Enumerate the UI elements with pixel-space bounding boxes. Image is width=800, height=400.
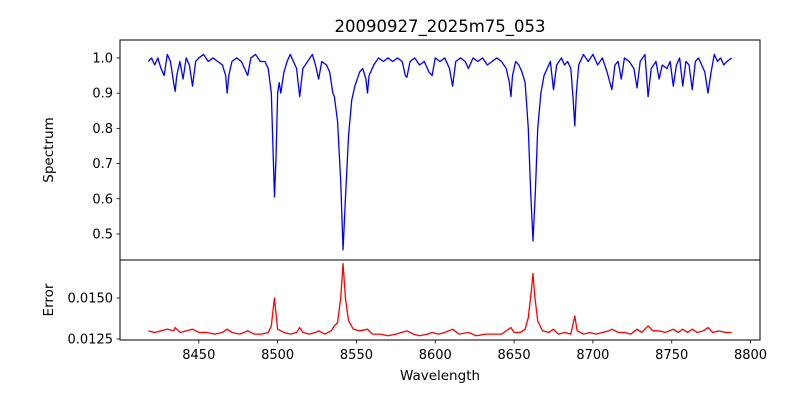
error-y-tick-label: 0.0125 — [68, 333, 114, 348]
spectrum-y-tick-label: 0.9 — [92, 87, 113, 102]
x-tick-label: 8600 — [419, 348, 452, 363]
spectrum-y-tick-label: 0.8 — [92, 122, 113, 137]
x-tick-label: 8450 — [182, 348, 215, 363]
error-axes-frame — [119, 259, 761, 341]
x-tick-label: 8550 — [340, 348, 373, 363]
x-tick-label: 8650 — [498, 348, 531, 363]
error-y-axis-label: Error — [41, 283, 57, 316]
x-tick-label: 8700 — [576, 348, 609, 363]
spectrum-y-axis-label: Spectrum — [41, 117, 57, 182]
error-y-tick-label: 0.0150 — [68, 292, 114, 307]
x-tick-label: 8750 — [655, 348, 688, 363]
x-axis-label: Wavelength — [400, 368, 480, 384]
spectrum-axes-frame — [119, 39, 761, 261]
spectrum-y-tick-label: 0.7 — [92, 157, 113, 172]
error-series-line — [148, 262, 732, 337]
x-tick-label: 8500 — [261, 348, 294, 363]
spectrum-y-tick-label: 0.6 — [92, 192, 113, 207]
spectrum-y-tick-label: 0.5 — [92, 227, 113, 242]
x-tick-label: 8800 — [734, 348, 767, 363]
chart-title: 20090927_2025m75_053 — [334, 17, 545, 37]
spectrum-y-tick-label: 1.0 — [92, 51, 113, 66]
spectrum-series-line — [147, 53, 733, 251]
